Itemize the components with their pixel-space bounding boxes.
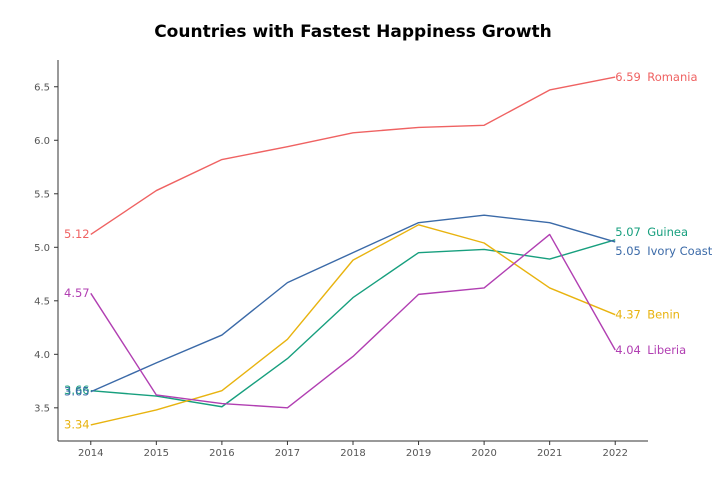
series-name-label-romania: Romania — [647, 70, 697, 84]
series-line-romania — [90, 76, 616, 236]
series-line-ivory-coast — [90, 214, 616, 393]
y-tick-label: 6.0 — [34, 136, 50, 147]
end-value-label-benin: 4.37 — [615, 308, 641, 322]
end-value-label-ivory-coast: 5.05 — [615, 244, 641, 258]
start-value-label-romania: 5.12 — [64, 227, 90, 241]
start-value-label-ivory-coast: 3.65 — [64, 384, 90, 398]
y-tick-label: 3.5 — [34, 403, 50, 414]
y-tick-label: 6.5 — [34, 82, 50, 93]
series-line-benin — [90, 224, 616, 426]
x-tick-label: 2014 — [78, 448, 103, 459]
start-value-label-guinea: 3.66 — [64, 383, 90, 397]
x-tick-label: 2016 — [209, 448, 234, 459]
y-tick-label: 4.0 — [34, 350, 50, 361]
start-value-label-liberia: 4.57 — [64, 286, 90, 300]
x-tick-label: 2018 — [340, 448, 365, 459]
end-value-label-liberia: 4.04 — [615, 343, 641, 357]
y-tick-label: 4.5 — [34, 296, 50, 307]
chart-title: Countries with Fastest Happiness Growth — [154, 22, 552, 42]
series-name-label-guinea: Guinea — [647, 225, 688, 239]
x-tick-label: 2021 — [537, 448, 562, 459]
x-tick-label: 2022 — [602, 448, 627, 459]
x-tick-label: 2019 — [406, 448, 431, 459]
y-tick-label: 5.0 — [34, 243, 50, 254]
x-tick-label: 2015 — [144, 448, 169, 459]
start-value-label-benin: 3.34 — [64, 417, 90, 431]
y-tick-label: 5.5 — [34, 189, 50, 200]
series-name-label-liberia: Liberia — [647, 343, 686, 357]
series-line-guinea — [90, 239, 616, 408]
series-name-label-ivory-coast: Ivory Coast — [647, 244, 713, 258]
series-name-label-benin: Benin — [647, 308, 680, 322]
x-tick-label: 2020 — [471, 448, 496, 459]
x-tick-label: 2017 — [275, 448, 300, 459]
end-value-label-guinea: 5.07 — [615, 225, 641, 239]
series-line-liberia — [90, 233, 616, 409]
end-value-label-romania: 6.59 — [615, 70, 641, 84]
